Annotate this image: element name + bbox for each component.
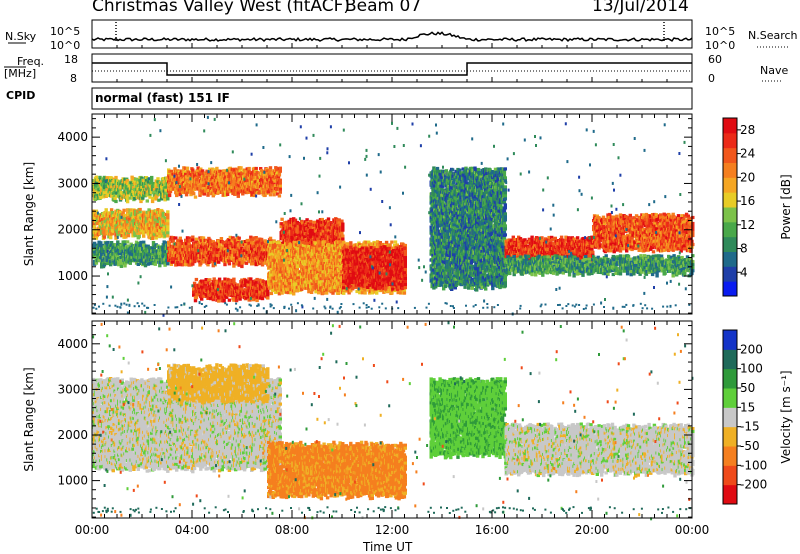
heatmap-cell	[171, 261, 174, 264]
heatmap-cell	[114, 200, 117, 203]
heatmap-cell	[166, 222, 169, 225]
heatmap-cell	[122, 209, 125, 212]
heatmap-cell	[191, 236, 194, 239]
heatmap-cell	[166, 210, 169, 213]
heatmap-cell	[166, 216, 169, 219]
heatmap-cell	[151, 200, 154, 203]
heatmap-cell	[110, 208, 113, 211]
heatmap-cell	[155, 236, 158, 239]
heatmap-cell	[179, 237, 182, 240]
heatmap-cell	[105, 208, 108, 211]
heatmap-cell	[123, 264, 126, 267]
heatmap-cell	[114, 176, 117, 179]
heatmap-cell	[166, 219, 169, 222]
heatmap-cell	[240, 265, 243, 268]
heatmap-cell	[142, 235, 145, 238]
heatmap-cell	[166, 197, 169, 200]
heatmap-cell	[126, 200, 129, 203]
heatmap-cell	[168, 194, 171, 197]
heatmap-cell	[146, 199, 149, 202]
heatmap-cell	[191, 239, 194, 242]
heatmap-cell	[129, 262, 132, 265]
heatmap-cell	[106, 241, 109, 244]
heatmap-cell	[186, 167, 189, 170]
rti-figure: 1000200030004000Slant Range [km]10002000…	[0, 0, 800, 554]
heatmap-cell	[150, 179, 153, 182]
heatmap-cell	[127, 234, 130, 237]
heatmap-cell	[126, 240, 129, 243]
heatmap-cell	[228, 262, 231, 265]
heatmap-cell	[109, 236, 112, 239]
heatmap-cell	[220, 237, 223, 240]
heatmap-cell	[142, 241, 145, 244]
heatmap-cell	[260, 238, 263, 241]
heatmap-cell	[166, 231, 169, 234]
heatmap-cell	[103, 236, 106, 239]
heatmap-cell	[193, 260, 196, 263]
heatmap-cell	[138, 235, 141, 238]
heatmap-cell	[138, 208, 141, 211]
heatmap-cell	[166, 234, 169, 237]
heatmap-cell	[150, 176, 153, 179]
heatmap-cell	[154, 263, 157, 266]
heatmap-cell	[166, 225, 169, 228]
heatmap-cell	[156, 177, 159, 180]
heatmap-cell	[166, 228, 169, 231]
heatmap-cell	[238, 237, 241, 240]
heatmap-cell	[166, 262, 169, 265]
heatmap-cell	[195, 238, 198, 241]
heatmap-cell	[166, 213, 169, 216]
heatmap-cell	[158, 264, 161, 267]
